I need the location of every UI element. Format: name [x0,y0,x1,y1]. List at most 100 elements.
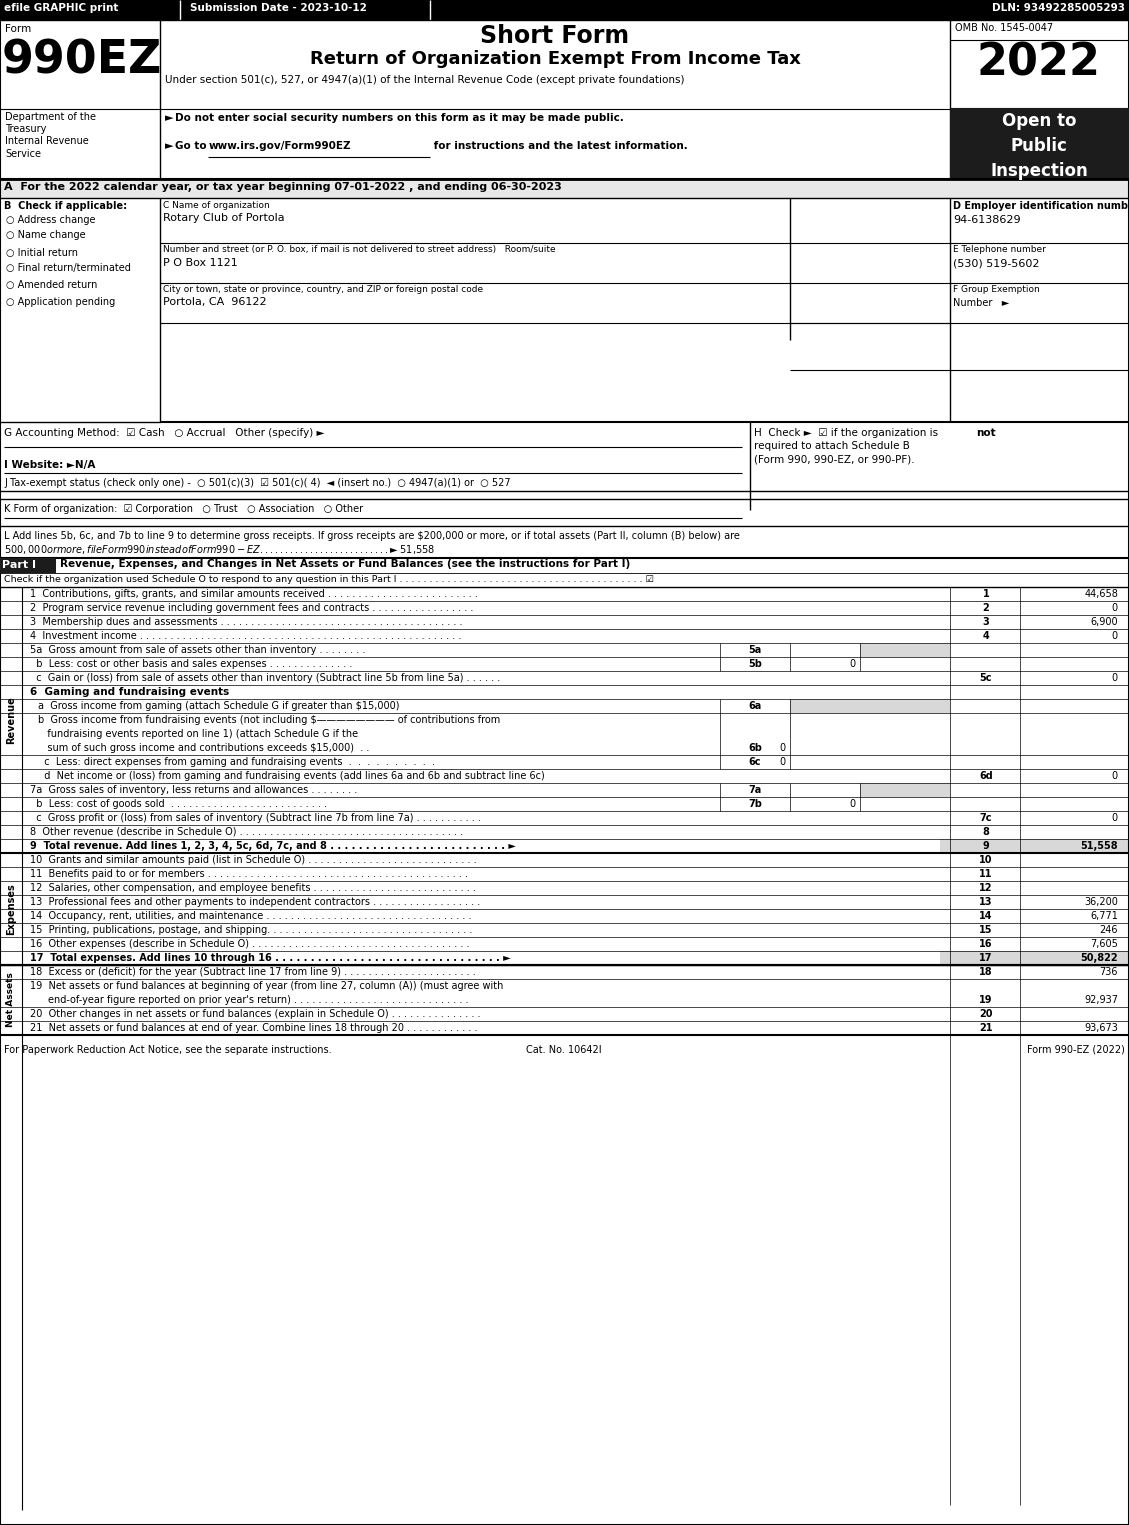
Bar [860,782,949,798]
Text: 990EZ: 990EZ [2,38,163,82]
Text: 2022: 2022 [977,43,1101,85]
Bar [940,839,1129,852]
Text: Part I: Part I [2,560,36,570]
Text: 6c: 6c [749,756,761,767]
Text: Do not enter social security numbers on this form as it may be made public.: Do not enter social security numbers on … [175,113,624,124]
Text: 51,558: 51,558 [1080,840,1118,851]
Text: Expenses: Expenses [6,883,16,935]
Text: 15  Printing, publications, postage, and shipping. . . . . . . . . . . . . . . .: 15 Printing, publications, postage, and … [30,926,472,935]
Text: Revenue: Revenue [6,695,16,744]
Text: 0: 0 [1112,631,1118,640]
Text: 8  Other revenue (describe in Schedule O) . . . . . . . . . . . . . . . . . . . : 8 Other revenue (describe in Schedule O)… [30,827,463,837]
Text: c  Gain or (loss) from sale of assets other than inventory (Subtract line 5b fro: c Gain or (loss) from sale of assets oth… [30,673,500,683]
Text: G Accounting Method:  ☑ Cash   ○ Accrual   Other (specify) ►: G Accounting Method: ☑ Cash ○ Accrual Ot… [5,429,324,438]
Text: 6,771: 6,771 [1091,910,1118,921]
Text: 1: 1 [982,589,989,599]
Text: c  Gross profit or (loss) from sales of inventory (Subtract line 7b from line 7a: c Gross profit or (loss) from sales of i… [30,813,481,824]
Text: 3  Membership dues and assessments . . . . . . . . . . . . . . . . . . . . . . .: 3 Membership dues and assessments . . . … [30,618,463,627]
Text: Number   ►: Number ► [953,297,1009,308]
Text: 93,673: 93,673 [1084,1023,1118,1032]
Text: end-of-year figure reported on prior year's return) . . . . . . . . . . . . . . : end-of-year figure reported on prior yea… [49,994,469,1005]
Text: d  Net income or (loss) from gaming and fundraising events (add lines 6a and 6b : d Net income or (loss) from gaming and f… [38,772,545,781]
Bar [0,178,1129,198]
Text: F Group Exemption: F Group Exemption [953,285,1040,294]
Text: 44,658: 44,658 [1084,589,1118,599]
Text: www.irs.gov/Form990EZ: www.irs.gov/Form990EZ [209,140,351,151]
Text: (530) 519-5602: (530) 519-5602 [953,258,1040,268]
Text: H  Check ►  ☑ if the organization is: H Check ► ☑ if the organization is [754,429,942,438]
Text: 94-6138629: 94-6138629 [953,215,1021,226]
Text: Cat. No. 10642I: Cat. No. 10642I [526,1045,602,1055]
Text: Number and street (or P. O. box, if mail is not delivered to street address)   R: Number and street (or P. O. box, if mail… [163,246,555,255]
Text: ○ Name change: ○ Name change [6,230,86,239]
Text: 7,605: 7,605 [1091,939,1118,949]
Text: Portola, CA  96122: Portola, CA 96122 [163,297,266,307]
Text: 0: 0 [1112,602,1118,613]
Text: ○ Address change: ○ Address change [6,215,96,226]
Text: 5b: 5b [749,659,762,669]
Text: 6d: 6d [979,772,992,781]
Text: 8: 8 [982,827,989,837]
Text: (Form 990, 990-EZ, or 990-PF).: (Form 990, 990-EZ, or 990-PF). [754,454,914,464]
Bar [949,108,1129,178]
Text: 11  Benefits paid to or for members . . . . . . . . . . . . . . . . . . . . . . : 11 Benefits paid to or for members . . .… [30,869,469,878]
Text: $500,000 or more, file Form 990 instead of Form 990-EZ . . . . . . . . . . . . .: $500,000 or more, file Form 990 instead … [5,543,435,557]
Text: B  Check if applicable:: B Check if applicable: [5,201,128,210]
Text: 7a  Gross sales of inventory, less returns and allowances . . . . . . . .: 7a Gross sales of inventory, less return… [30,785,357,795]
Text: 92,937: 92,937 [1084,994,1118,1005]
Text: 20: 20 [979,1010,992,1019]
Text: fundraising events reported on line 1) (attach Schedule G if the: fundraising events reported on line 1) (… [38,729,358,740]
Text: Net Assets: Net Assets [7,973,16,1028]
Text: 5a: 5a [749,645,762,656]
Text: J Tax-exempt status (check only one) -  ○ 501(c)(3)  ☑ 501(c)( 4)  ◄ (insert no.: J Tax-exempt status (check only one) - ○… [5,477,510,488]
Text: b  Gross income from fundraising events (not including $———————— of contribution: b Gross income from fundraising events (… [38,715,500,724]
Text: 50,822: 50,822 [1080,953,1118,962]
Text: 14  Occupancy, rent, utilities, and maintenance . . . . . . . . . . . . . . . . : 14 Occupancy, rent, utilities, and maint… [30,910,472,921]
Text: 13  Professional fees and other payments to independent contractors . . . . . . : 13 Professional fees and other payments … [30,897,480,907]
Text: required to attach Schedule B: required to attach Schedule B [754,441,910,451]
Text: ►: ► [165,140,177,151]
Text: ○ Final return/terminated: ○ Final return/terminated [6,262,131,273]
Text: 11: 11 [979,869,992,878]
Text: 246: 246 [1100,926,1118,935]
Text: 2  Program service revenue including government fees and contracts . . . . . . .: 2 Program service revenue including gove… [30,602,473,613]
Text: 0: 0 [1112,772,1118,781]
Text: ►: ► [165,113,177,124]
Text: 0: 0 [779,743,785,753]
Text: OMB No. 1545-0047: OMB No. 1545-0047 [955,23,1053,34]
Text: 16  Other expenses (describe in Schedule O) . . . . . . . . . . . . . . . . . . : 16 Other expenses (describe in Schedule … [30,939,470,949]
Text: DLN: 93492285005293: DLN: 93492285005293 [992,3,1124,14]
Text: 6a: 6a [749,702,762,711]
Text: 736: 736 [1100,967,1118,978]
Text: 15: 15 [979,926,992,935]
Text: For Paperwork Reduction Act Notice, see the separate instructions.: For Paperwork Reduction Act Notice, see … [5,1045,332,1055]
Text: 2: 2 [982,602,989,613]
Text: 6,900: 6,900 [1091,618,1118,627]
Text: 9: 9 [982,840,989,851]
Text: 14: 14 [979,910,992,921]
Text: A  For the 2022 calendar year, or tax year beginning 07-01-2022 , and ending 06-: A For the 2022 calendar year, or tax yea… [5,181,562,192]
Text: Under section 501(c), 527, or 4947(a)(1) of the Internal Revenue Code (except pr: Under section 501(c), 527, or 4947(a)(1)… [165,75,684,85]
Text: Internal Revenue: Internal Revenue [5,136,89,146]
Text: Open to
Public
Inspection: Open to Public Inspection [990,111,1088,180]
Text: b  Less: cost or other basis and sales expenses . . . . . . . . . . . . . .: b Less: cost or other basis and sales ex… [30,659,352,669]
Text: K Form of organization:  ☑ Corporation   ○ Trust   ○ Association   ○ Other: K Form of organization: ☑ Corporation ○ … [5,503,364,514]
Text: 3: 3 [982,618,989,627]
Text: c  Less: direct expenses from gaming and fundraising events  .  .  .  .  .  .  .: c Less: direct expenses from gaming and … [38,756,435,767]
Text: sum of such gross income and contributions exceeds $15,000)  . .: sum of such gross income and contributio… [38,743,369,753]
Text: Go to: Go to [175,140,210,151]
Text: 17  Total expenses. Add lines 10 through 16 . . . . . . . . . . . . . . . . . . : 17 Total expenses. Add lines 10 through … [30,953,510,962]
Text: D Employer identification number: D Employer identification number [953,201,1129,210]
Text: 7a: 7a [749,785,762,795]
Text: City or town, state or province, country, and ZIP or foreign postal code: City or town, state or province, country… [163,285,483,294]
Text: ○ Initial return: ○ Initial return [6,249,78,258]
Bar [940,952,1129,965]
Text: 0: 0 [849,799,855,808]
Text: 6  Gaming and fundraising events: 6 Gaming and fundraising events [30,686,229,697]
Text: 10: 10 [979,856,992,865]
Text: 16: 16 [979,939,992,949]
Text: Treasury: Treasury [5,124,46,134]
Text: 21  Net assets or fund balances at end of year. Combine lines 18 through 20 . . : 21 Net assets or fund balances at end of… [30,1023,478,1032]
Bar [860,644,949,657]
Text: b  Less: cost of goods sold  . . . . . . . . . . . . . . . . . . . . . . . . . .: b Less: cost of goods sold . . . . . . .… [30,799,327,808]
